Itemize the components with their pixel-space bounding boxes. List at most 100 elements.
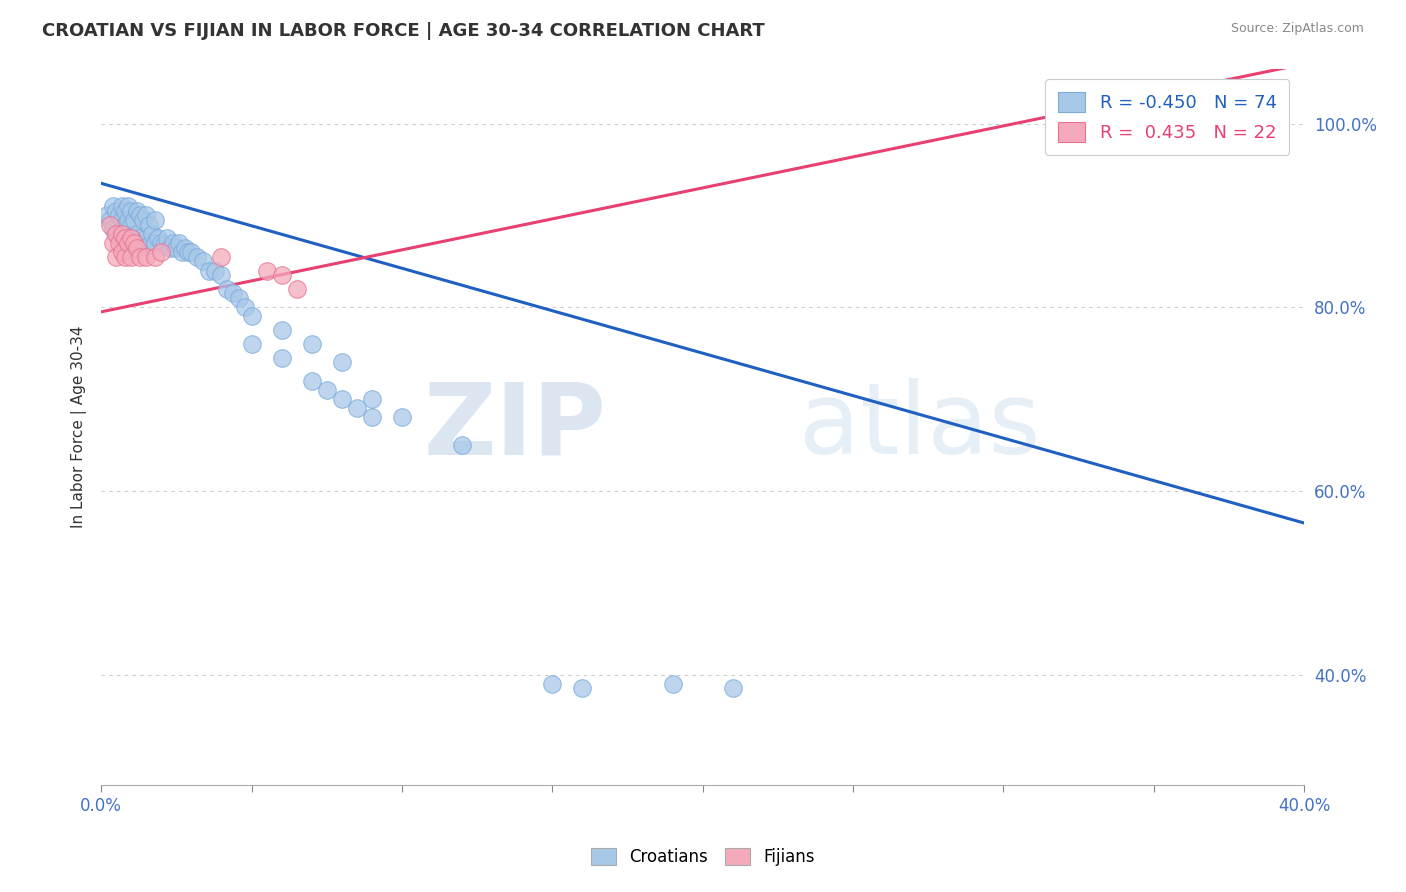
Point xyxy=(129,209,152,223)
Point xyxy=(153,237,176,252)
Text: atlas: atlas xyxy=(799,378,1040,475)
Point xyxy=(222,286,245,301)
Point xyxy=(135,209,157,223)
Point xyxy=(186,250,208,264)
Point xyxy=(135,250,157,264)
Point xyxy=(209,250,232,264)
Point xyxy=(120,250,142,264)
Point xyxy=(120,203,142,218)
Point xyxy=(360,410,382,425)
Point xyxy=(240,310,263,324)
Point xyxy=(120,218,142,232)
Point xyxy=(114,231,136,245)
Point xyxy=(541,677,564,691)
Point xyxy=(129,231,152,245)
Point xyxy=(105,250,128,264)
Point xyxy=(217,282,239,296)
Point xyxy=(451,438,474,452)
Point xyxy=(240,337,263,351)
Point xyxy=(117,199,139,213)
Point xyxy=(108,231,131,245)
Point xyxy=(228,291,250,305)
Point xyxy=(108,235,131,250)
Point xyxy=(661,677,683,691)
Point xyxy=(117,231,139,245)
Point xyxy=(101,199,124,213)
Point xyxy=(159,241,181,255)
Point xyxy=(285,282,308,296)
Point xyxy=(315,383,337,397)
Point xyxy=(96,209,118,223)
Text: ZIP: ZIP xyxy=(423,378,606,475)
Point xyxy=(235,300,257,314)
Point xyxy=(138,218,160,232)
Point xyxy=(117,213,139,227)
Point xyxy=(120,231,142,245)
Point xyxy=(120,235,142,250)
Point xyxy=(129,250,152,264)
Point xyxy=(270,268,292,282)
Point xyxy=(105,203,128,218)
Point xyxy=(114,218,136,232)
Point xyxy=(101,222,124,236)
Point xyxy=(169,235,191,250)
Point xyxy=(270,323,292,337)
Point xyxy=(132,235,155,250)
Point xyxy=(114,203,136,218)
Point xyxy=(111,227,134,241)
Point xyxy=(360,392,382,406)
Point xyxy=(148,231,170,245)
Point xyxy=(111,213,134,227)
Text: Source: ZipAtlas.com: Source: ZipAtlas.com xyxy=(1230,22,1364,36)
Point xyxy=(330,355,353,369)
Point xyxy=(193,254,215,268)
Point xyxy=(177,245,200,260)
Point xyxy=(105,227,128,241)
Point xyxy=(172,245,194,260)
Point xyxy=(571,681,593,696)
Point xyxy=(108,209,131,223)
Point xyxy=(98,218,121,232)
Point xyxy=(209,268,232,282)
Point xyxy=(138,237,160,252)
Point xyxy=(346,401,368,416)
Point xyxy=(114,250,136,264)
Legend: Croatians, Fijians: Croatians, Fijians xyxy=(583,840,823,875)
Point xyxy=(114,235,136,250)
Point xyxy=(180,245,202,260)
Point xyxy=(143,235,166,250)
Point xyxy=(330,392,353,406)
Point xyxy=(127,241,149,255)
Point xyxy=(122,235,145,250)
Point xyxy=(111,199,134,213)
Point xyxy=(198,263,221,277)
Point xyxy=(141,227,163,241)
Point xyxy=(105,227,128,241)
Point xyxy=(143,250,166,264)
Point xyxy=(301,374,323,388)
Point xyxy=(270,351,292,365)
Point xyxy=(117,235,139,250)
Point xyxy=(132,213,155,227)
Point xyxy=(391,410,413,425)
Point xyxy=(721,681,744,696)
Point xyxy=(127,203,149,218)
Point xyxy=(135,231,157,245)
Point xyxy=(98,213,121,227)
Point xyxy=(301,337,323,351)
Point xyxy=(174,241,197,255)
Point xyxy=(143,213,166,227)
Text: CROATIAN VS FIJIAN IN LABOR FORCE | AGE 30-34 CORRELATION CHART: CROATIAN VS FIJIAN IN LABOR FORCE | AGE … xyxy=(42,22,765,40)
Point xyxy=(127,227,149,241)
Point xyxy=(156,231,179,245)
Y-axis label: In Labor Force | Age 30-34: In Labor Force | Age 30-34 xyxy=(72,326,87,528)
Point xyxy=(204,263,226,277)
Point xyxy=(150,245,173,260)
Legend: R = -0.450   N = 74, R =  0.435   N = 22: R = -0.450 N = 74, R = 0.435 N = 22 xyxy=(1046,79,1289,155)
Point xyxy=(122,213,145,227)
Point xyxy=(162,235,184,250)
Point xyxy=(111,245,134,260)
Point xyxy=(122,235,145,250)
Point xyxy=(101,235,124,250)
Point xyxy=(256,263,278,277)
